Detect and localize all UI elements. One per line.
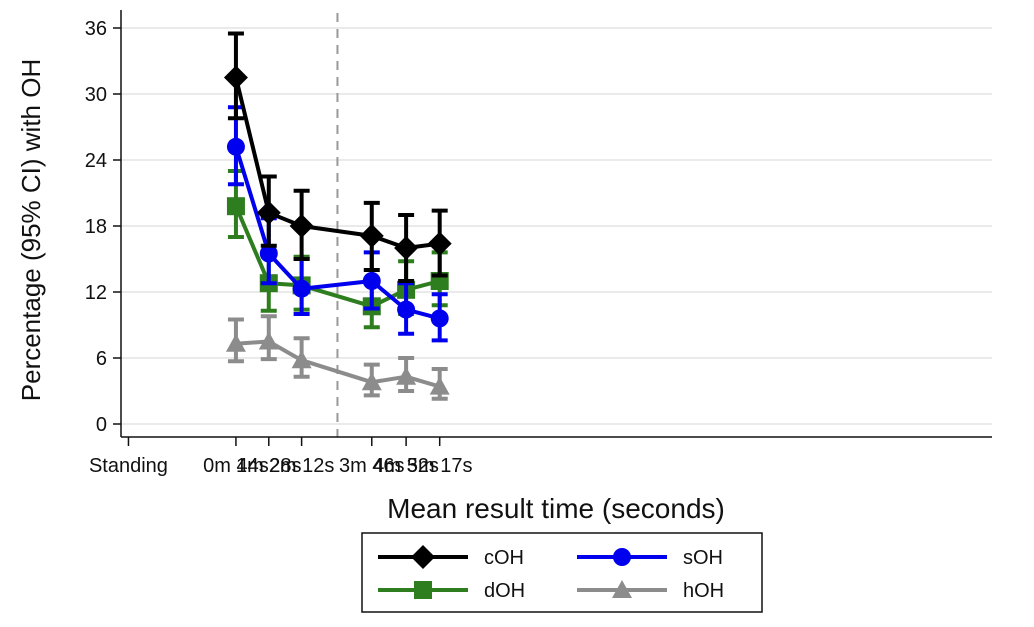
legend-item-dOH: dOH xyxy=(378,580,525,602)
x-tick-label: 2m 12s xyxy=(269,455,335,477)
y-tick-label: 0 xyxy=(96,414,107,436)
data-point-circle xyxy=(397,300,416,319)
legend-label: dOH xyxy=(484,580,525,602)
series-hOH xyxy=(225,314,450,401)
data-point-triangle xyxy=(258,331,279,350)
data-point-square xyxy=(414,581,432,599)
x-tick-label: 4m 32s xyxy=(373,455,439,477)
data-point-triangle xyxy=(396,366,417,385)
legend: cOH sOH dOH hOH xyxy=(361,532,763,613)
series-sOH xyxy=(226,105,449,343)
y-tick-label: 6 xyxy=(96,348,107,370)
y-tick-label: 30 xyxy=(85,84,107,106)
legend-item-hOH: hOH xyxy=(577,580,724,602)
data-point-circle xyxy=(259,244,278,263)
series-cOH xyxy=(223,31,452,283)
data-point-triangle xyxy=(361,372,382,391)
data-point-diamond xyxy=(223,65,248,90)
legend-label: cOH xyxy=(484,547,524,569)
data-point-square xyxy=(226,197,245,216)
legend-label: hOH xyxy=(683,580,724,602)
x-tick-label: 3m 46s xyxy=(339,455,405,477)
data-point-triangle xyxy=(429,376,450,395)
data-point-diamond xyxy=(394,236,419,260)
data-point-diamond xyxy=(359,223,384,248)
data-point-diamond xyxy=(289,214,314,238)
legend-label: sOH xyxy=(683,547,723,569)
data-point-diamond xyxy=(256,200,281,225)
data-point-circle xyxy=(292,279,311,298)
data-point-circle xyxy=(430,309,449,328)
y-tick-label: 12 xyxy=(85,282,107,304)
y-tick-label: 36 xyxy=(85,18,107,40)
data-point-triangle xyxy=(612,580,632,598)
x-tick-label: 0m 44s xyxy=(203,455,269,477)
data-point-diamond xyxy=(411,545,435,569)
x-tick-label: 5m 17s xyxy=(407,455,473,477)
data-point-triangle xyxy=(291,350,312,369)
x-tick-label: Standing xyxy=(89,455,168,477)
data-point-circle xyxy=(226,137,245,156)
legend-item-sOH: sOH xyxy=(577,547,723,569)
legend-item-cOH: cOH xyxy=(378,545,524,569)
data-point-circle xyxy=(613,548,631,566)
data-point-circle xyxy=(362,272,381,290)
data-point-diamond xyxy=(427,231,452,256)
grid-layer xyxy=(121,13,992,437)
series-layer xyxy=(223,31,452,401)
y-axis-label: Percentage (95% CI) with OH xyxy=(16,59,46,401)
y-tick-label: 24 xyxy=(85,150,107,172)
data-point-triangle xyxy=(225,333,246,352)
x-axis-label: Mean result time (seconds) xyxy=(387,493,725,524)
y-tick-label: 18 xyxy=(85,216,107,238)
x-tick-label: 1m 28s xyxy=(236,455,302,477)
